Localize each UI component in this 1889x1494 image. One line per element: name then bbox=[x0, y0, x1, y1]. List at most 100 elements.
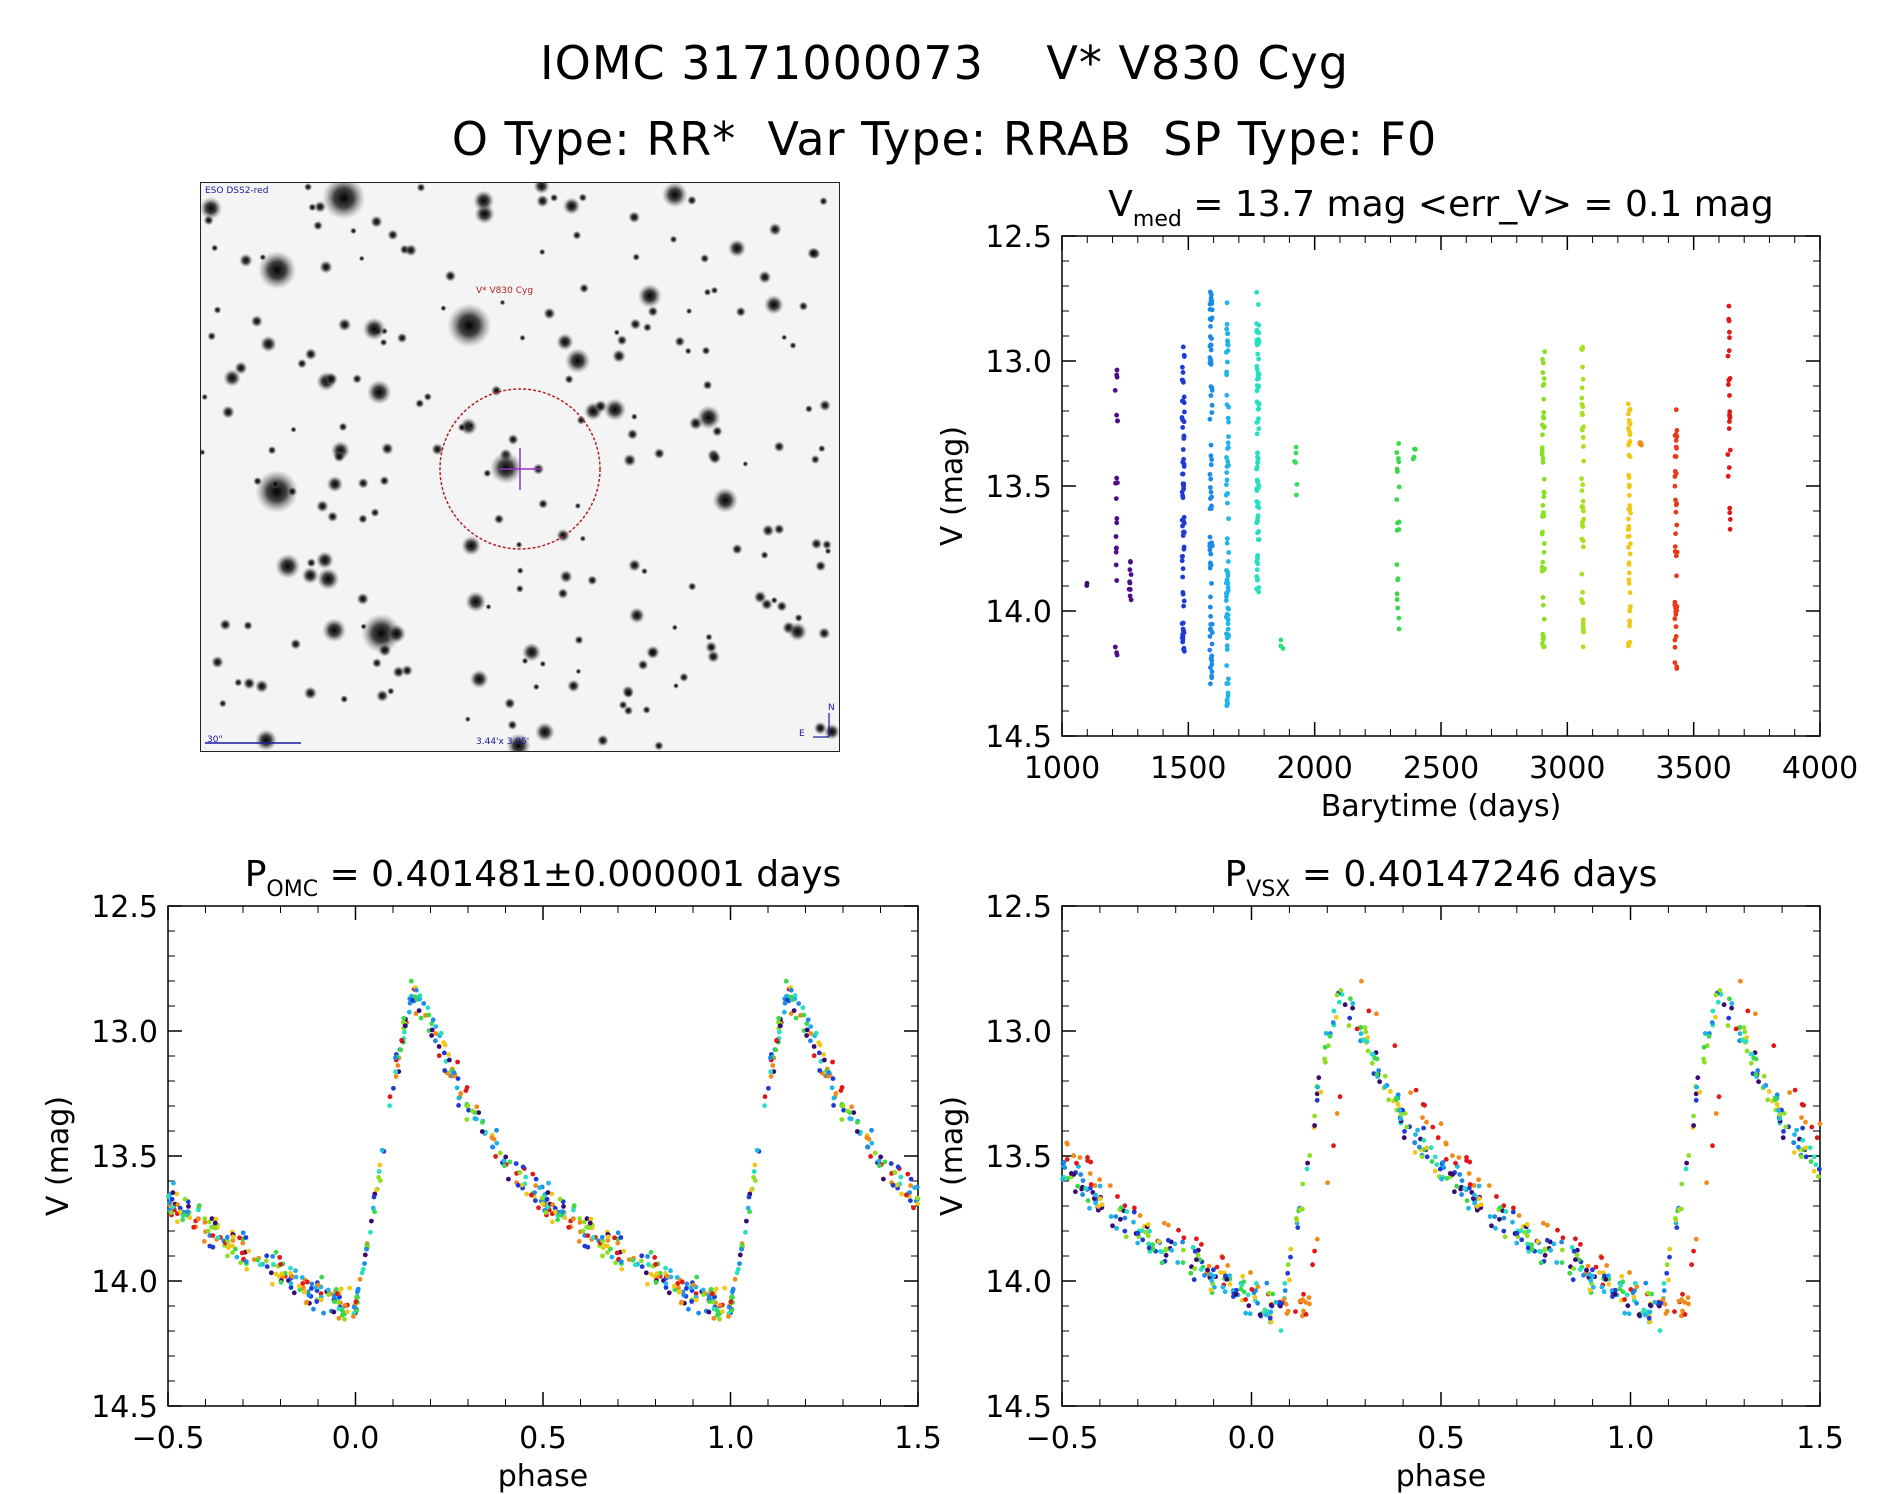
phase-point bbox=[1459, 1178, 1465, 1183]
phase-point bbox=[304, 1299, 309, 1305]
lightcurve-point bbox=[1113, 534, 1119, 539]
phase-point bbox=[454, 1085, 460, 1091]
phase-point bbox=[391, 1085, 396, 1091]
plot-frame bbox=[1061, 235, 1821, 737]
x-tick-label: 2000 bbox=[1276, 751, 1352, 786]
phase-point bbox=[1524, 1233, 1530, 1239]
phase-point bbox=[899, 1191, 904, 1197]
phase-point bbox=[357, 1276, 363, 1282]
sky-star bbox=[562, 197, 581, 215]
phase-point bbox=[293, 1268, 298, 1274]
lightcurve-point bbox=[1394, 450, 1400, 455]
phase-point bbox=[1243, 1310, 1249, 1316]
phase-point bbox=[571, 1207, 576, 1213]
phase-point bbox=[1398, 1116, 1403, 1122]
lightcurve-point bbox=[1179, 554, 1185, 559]
phase-point bbox=[338, 1286, 344, 1292]
lightcurve-point bbox=[1639, 442, 1644, 448]
phase-point bbox=[165, 1194, 171, 1200]
lightcurve-point bbox=[1579, 395, 1585, 401]
phase-point bbox=[1729, 1001, 1735, 1006]
phase-point bbox=[1439, 1176, 1444, 1182]
lightcurve-point bbox=[1208, 626, 1213, 632]
lightcurve-point bbox=[1727, 510, 1733, 516]
phase-point bbox=[1209, 1278, 1215, 1283]
lightcurve-point bbox=[1394, 597, 1400, 602]
lightcurve-point bbox=[1181, 603, 1186, 609]
lightcurve-point bbox=[1226, 434, 1231, 440]
phase-point bbox=[1744, 1035, 1750, 1040]
lightcurve-point bbox=[1209, 503, 1214, 509]
phase-point bbox=[169, 1196, 175, 1202]
phase-point bbox=[730, 1295, 735, 1300]
phase-point bbox=[706, 1309, 712, 1315]
lightcurve-point bbox=[1540, 459, 1546, 465]
lightcurve-point bbox=[1114, 520, 1120, 526]
phase-point bbox=[1358, 1031, 1364, 1036]
chart-title: PVSX = 0.40147246 days bbox=[1225, 854, 1658, 902]
sky-star bbox=[396, 332, 408, 344]
phase-point bbox=[1800, 1137, 1806, 1143]
phase-point bbox=[1702, 1031, 1708, 1036]
phase-point bbox=[1538, 1260, 1544, 1266]
phase-point bbox=[1777, 1116, 1782, 1122]
phase-point bbox=[362, 1261, 367, 1266]
sky-star bbox=[557, 587, 569, 600]
phase-point bbox=[1264, 1280, 1270, 1286]
lightcurve-point bbox=[1626, 524, 1632, 529]
phase-point bbox=[476, 1110, 482, 1115]
lightcurve-point bbox=[1208, 393, 1214, 398]
phase-point bbox=[1163, 1246, 1169, 1252]
sky-star bbox=[669, 235, 678, 244]
sky-star bbox=[361, 613, 402, 654]
phase-point bbox=[555, 1217, 560, 1223]
lightcurve-point bbox=[1255, 460, 1260, 466]
lightcurve-point bbox=[1727, 393, 1732, 398]
sky-star bbox=[362, 317, 386, 341]
phase-point bbox=[782, 1000, 788, 1006]
phase-point bbox=[1691, 1113, 1696, 1119]
phase-point bbox=[533, 1176, 539, 1182]
phase-point bbox=[1645, 1290, 1651, 1296]
phase-point bbox=[1706, 1033, 1712, 1039]
phase-point bbox=[1794, 1127, 1799, 1133]
lightcurve-point bbox=[1209, 669, 1215, 675]
sky-star bbox=[327, 511, 339, 523]
sky-star bbox=[559, 569, 573, 584]
phase-point bbox=[546, 1180, 551, 1186]
sky-star bbox=[543, 307, 556, 320]
phase-point bbox=[1377, 1079, 1382, 1085]
phase-point bbox=[1585, 1263, 1591, 1269]
phase-point bbox=[1683, 1166, 1689, 1172]
phase-point bbox=[1331, 1143, 1336, 1149]
phase-point bbox=[1064, 1157, 1070, 1162]
sky-star bbox=[632, 253, 641, 261]
phase-point bbox=[1419, 1154, 1425, 1160]
phase-point bbox=[318, 1297, 324, 1303]
sky-star bbox=[271, 479, 280, 489]
phase-point bbox=[1191, 1277, 1197, 1283]
phase-point bbox=[1295, 1225, 1301, 1230]
phase-point bbox=[646, 1262, 651, 1267]
sky-star bbox=[515, 584, 524, 593]
phase-point bbox=[1753, 1056, 1759, 1062]
lightcurve-point bbox=[1224, 321, 1230, 327]
phase-point bbox=[1476, 1196, 1482, 1202]
phase-point bbox=[1068, 1171, 1074, 1176]
sky-star bbox=[574, 502, 582, 510]
phase-point bbox=[711, 1306, 717, 1312]
lightcurve-point bbox=[1225, 331, 1230, 337]
lightcurve-point bbox=[1208, 298, 1214, 304]
phase-point bbox=[186, 1204, 191, 1209]
sky-star bbox=[629, 318, 642, 331]
lightcurve-point bbox=[1254, 399, 1260, 405]
phase-point bbox=[1307, 1153, 1313, 1158]
sky-star bbox=[706, 650, 720, 663]
phase-point bbox=[1421, 1125, 1426, 1131]
phase-point bbox=[561, 1204, 566, 1209]
lightcurve-point bbox=[1112, 644, 1118, 650]
phase-point bbox=[720, 1309, 725, 1315]
phase-point bbox=[1606, 1273, 1611, 1279]
sky-star bbox=[549, 193, 559, 203]
phase-point bbox=[1300, 1297, 1305, 1303]
